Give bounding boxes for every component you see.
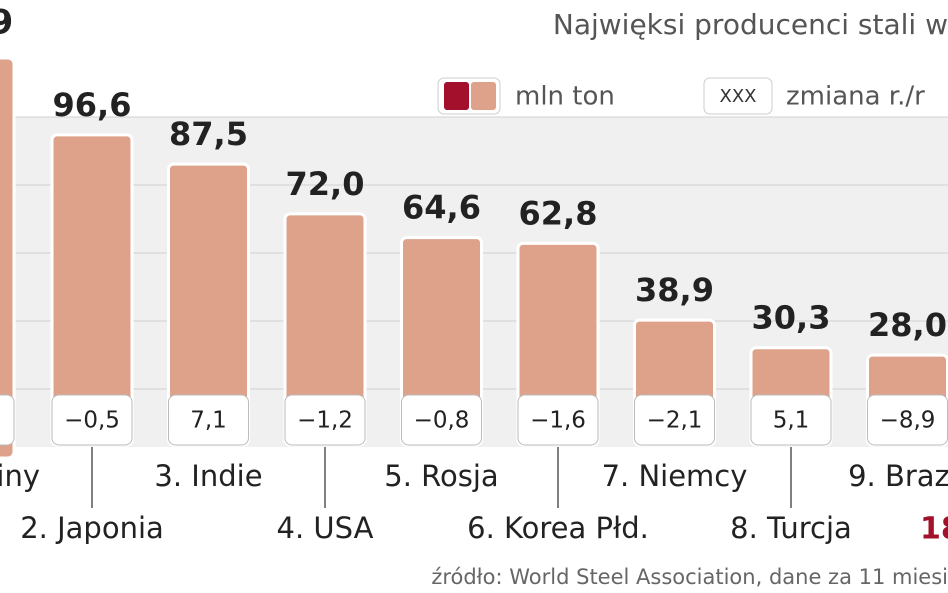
value-label: 64,6 bbox=[402, 189, 481, 227]
change-label: −0,8 bbox=[414, 408, 470, 434]
extra-label: 18 bbox=[920, 512, 948, 547]
category-label: 2. Japonia bbox=[20, 511, 164, 545]
change-label: −8,9 bbox=[880, 408, 936, 434]
category-label: 9. Brazy bbox=[848, 459, 948, 493]
legend-label: zmiana r./r bbox=[786, 82, 925, 112]
category-label: 4. USA bbox=[277, 511, 374, 545]
change-box bbox=[634, 394, 715, 446]
value-label: 87,5 bbox=[169, 115, 248, 153]
change-label: −1,6 bbox=[530, 408, 586, 434]
category-label: 5. Rosja bbox=[384, 459, 498, 493]
change-label: 7,1 bbox=[190, 408, 227, 434]
change-box bbox=[284, 394, 366, 446]
category-label: 8. Turcja bbox=[730, 511, 852, 545]
value-label: 96,6 bbox=[53, 86, 132, 124]
change-label: −2,1 bbox=[647, 408, 703, 434]
change-box bbox=[168, 394, 249, 446]
value-label: 38,9 bbox=[635, 271, 714, 309]
value-label: ,9 bbox=[0, 3, 13, 43]
legend-box bbox=[703, 77, 773, 115]
category-label: 6. Korea Płd. bbox=[467, 511, 649, 545]
chart-title: Najwięksi producenci stali w bbox=[553, 8, 948, 41]
change-box bbox=[0, 394, 15, 446]
category-label: iny bbox=[0, 459, 40, 493]
category-label: 3. Indie bbox=[154, 459, 262, 493]
change-box bbox=[750, 394, 832, 446]
value-label: 62,8 bbox=[519, 194, 598, 232]
value-label: 72,0 bbox=[286, 165, 365, 203]
category-label: 7. Niemcy bbox=[602, 459, 748, 493]
broken-bar bbox=[0, 56, 16, 460]
value-label: 28,0 bbox=[868, 306, 947, 344]
change-label: −0,5 bbox=[64, 408, 120, 434]
legend-label: mln ton bbox=[515, 82, 615, 112]
change-box bbox=[51, 394, 133, 446]
source: źródło: World Steel Association, dane za… bbox=[431, 565, 948, 589]
legend-swatch-dark bbox=[444, 82, 469, 110]
value-label: 30,3 bbox=[752, 299, 831, 337]
change-box bbox=[401, 394, 482, 446]
legend-box-label: XXX bbox=[720, 86, 757, 107]
change-box bbox=[517, 394, 599, 446]
change-label: −1,2 bbox=[297, 408, 353, 434]
change-label: 5,1 bbox=[773, 408, 810, 434]
legend-swatch-light bbox=[471, 82, 496, 110]
